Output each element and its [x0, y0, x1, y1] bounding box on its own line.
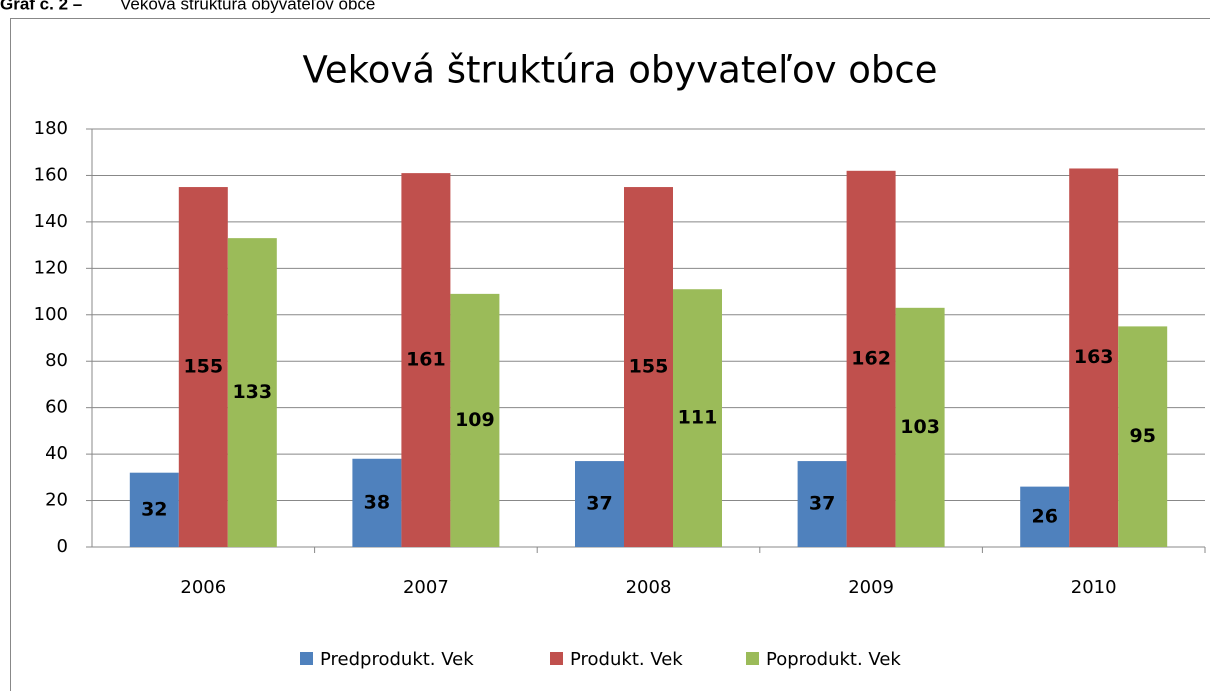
y-tick-label: 80: [45, 350, 68, 371]
legend-label: Poprodukt. Vek: [766, 649, 901, 670]
legend-swatch: [746, 652, 759, 665]
data-label: 38: [364, 491, 390, 513]
data-label: 37: [809, 493, 835, 515]
y-tick-label: 0: [57, 536, 68, 557]
bar: [575, 461, 624, 547]
x-tick-label: 2010: [1071, 577, 1117, 598]
chart-title: Veková štruktúra obyvateľov obce: [302, 49, 937, 92]
legend-swatch: [550, 652, 563, 665]
y-tick-label: 160: [34, 164, 68, 185]
data-label: 109: [455, 409, 495, 431]
data-label: 32: [141, 498, 167, 520]
x-tick-label: 2006: [180, 577, 226, 598]
bar: [1118, 326, 1168, 547]
bar: [129, 472, 179, 547]
bar: [673, 289, 722, 547]
data-label: 26: [1031, 505, 1057, 527]
x-tick-label: 2007: [403, 577, 449, 598]
y-tick-label: 180: [34, 118, 68, 139]
bar: [895, 307, 945, 547]
legend-label: Predprodukt. Vek: [320, 649, 474, 670]
bar: [1069, 168, 1119, 547]
bar: [227, 238, 277, 547]
y-tick-label: 120: [34, 257, 68, 278]
caption-label: Graf č. 2 –: [0, 0, 82, 13]
bar: [178, 187, 228, 548]
data-label: 103: [900, 416, 940, 438]
y-tick-label: 100: [34, 304, 68, 325]
bar: [1020, 486, 1070, 547]
bar: [352, 458, 402, 547]
x-tick-label: 2009: [848, 577, 894, 598]
bar: [450, 293, 500, 547]
caption-text: Veková štruktúra obyvateľov obce: [120, 0, 375, 13]
data-label: 162: [851, 347, 891, 369]
legend-label: Produkt. Vek: [570, 649, 683, 670]
x-tick-label: 2008: [626, 577, 672, 598]
y-tick-label: 40: [45, 443, 68, 464]
bar: [624, 187, 673, 548]
bar: [797, 461, 847, 547]
y-tick-label: 20: [45, 490, 68, 511]
legend-swatch: [300, 652, 313, 665]
data-label: 161: [406, 349, 446, 371]
data-label: 111: [678, 407, 718, 429]
y-tick-label: 60: [45, 397, 68, 418]
data-label: 163: [1074, 346, 1114, 368]
data-label: 133: [232, 381, 272, 403]
data-label: 37: [586, 493, 612, 515]
data-label: 155: [629, 356, 669, 378]
data-label: 95: [1129, 425, 1155, 447]
y-tick-label: 140: [34, 211, 68, 232]
data-label: 155: [183, 356, 223, 378]
bar: [401, 173, 451, 547]
bar: [846, 170, 896, 548]
